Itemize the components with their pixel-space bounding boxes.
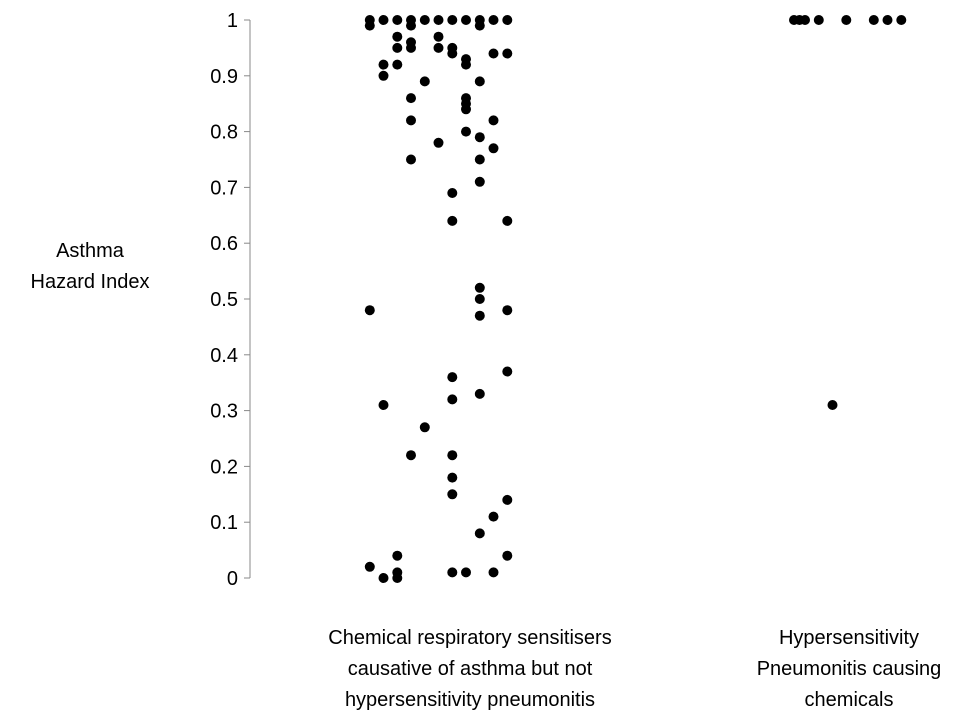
data-point xyxy=(378,59,389,70)
data-point xyxy=(433,31,444,42)
data-point xyxy=(392,15,403,25)
x-category-label-line: causative of asthma but not xyxy=(348,658,593,680)
data-points xyxy=(364,15,907,583)
data-point xyxy=(868,15,879,25)
data-point xyxy=(378,15,389,25)
data-point xyxy=(502,366,513,377)
data-point xyxy=(392,42,403,53)
data-point xyxy=(419,422,430,433)
data-point xyxy=(433,15,444,25)
data-point xyxy=(406,20,416,31)
data-point xyxy=(882,15,893,25)
data-point xyxy=(488,48,499,59)
data-point xyxy=(392,59,403,70)
x-category-label-line: Hypersensitivity xyxy=(779,627,919,649)
data-point xyxy=(502,550,513,561)
data-point xyxy=(488,511,499,522)
y-tick-label: 0 xyxy=(227,568,238,590)
data-point xyxy=(461,567,471,578)
y-axis-title-line: Asthma xyxy=(56,240,125,262)
data-point xyxy=(800,15,810,25)
data-point xyxy=(447,450,458,461)
y-axis: 0 0.1 0.2 0.3 0.4 0.5 0.6 0.7 0.8 0.9 1 xyxy=(210,10,251,590)
data-point xyxy=(488,115,499,126)
data-point xyxy=(474,528,485,539)
data-point xyxy=(474,132,485,143)
x-category-label-line: Pneumonitis causing xyxy=(757,658,942,680)
data-point xyxy=(474,294,485,304)
data-point xyxy=(474,176,485,187)
data-point xyxy=(896,15,907,25)
data-point xyxy=(433,42,444,53)
data-point xyxy=(488,143,499,154)
data-point xyxy=(392,550,403,561)
y-tick-label: 0.8 xyxy=(210,122,238,144)
data-point xyxy=(447,472,458,483)
data-point xyxy=(461,15,471,25)
data-point xyxy=(827,400,838,410)
y-axis-label: Asthma Hazard Index xyxy=(31,240,150,293)
data-point xyxy=(378,573,389,583)
data-point xyxy=(502,15,513,25)
data-point xyxy=(474,310,485,321)
x-category-label-line: chemicals xyxy=(805,689,894,711)
data-point xyxy=(461,59,471,70)
data-point xyxy=(447,372,458,383)
y-tick-label: 0.5 xyxy=(210,289,238,311)
data-point xyxy=(364,561,375,572)
data-point xyxy=(502,305,513,316)
data-point xyxy=(419,15,430,25)
data-point xyxy=(447,394,458,405)
data-point xyxy=(406,450,416,461)
data-point xyxy=(364,305,375,316)
data-point xyxy=(392,31,403,42)
data-point xyxy=(406,115,416,126)
data-point xyxy=(433,137,444,148)
y-tick-label: 0.4 xyxy=(210,345,238,367)
data-point xyxy=(813,15,824,25)
data-point xyxy=(488,15,499,25)
x-category-label-line: hypersensitivity pneumonitis xyxy=(345,689,595,711)
data-point xyxy=(392,573,403,583)
data-point xyxy=(502,48,513,59)
y-tick-label: 0.7 xyxy=(210,177,238,199)
data-point xyxy=(447,188,458,198)
y-tick-label: 1 xyxy=(227,10,238,32)
data-point xyxy=(488,567,499,578)
y-tick-label: 0.1 xyxy=(210,512,238,534)
data-point xyxy=(406,42,416,53)
data-point xyxy=(841,15,852,25)
data-point xyxy=(364,20,375,31)
y-tick-label: 0.3 xyxy=(210,401,238,423)
y-tick-label: 0.2 xyxy=(210,456,238,478)
data-point xyxy=(378,70,389,81)
data-point xyxy=(419,76,430,87)
data-point xyxy=(502,215,513,226)
data-point xyxy=(406,154,416,165)
data-point xyxy=(447,215,458,226)
data-point xyxy=(447,567,458,578)
data-point xyxy=(461,126,471,137)
x-category-label-line: Chemical respiratory sensitisers xyxy=(328,627,611,649)
data-point xyxy=(447,15,458,25)
data-point xyxy=(447,489,458,500)
data-point xyxy=(474,388,485,399)
data-point xyxy=(447,48,458,59)
data-point xyxy=(502,494,513,505)
data-point xyxy=(474,282,485,293)
y-tick-label: 0.6 xyxy=(210,233,238,255)
x-category-labels: Chemical respiratory sensitisers causativ… xyxy=(328,627,941,711)
y-tick-label: 0.9 xyxy=(210,66,238,88)
y-axis-title-line: Hazard Index xyxy=(31,271,150,293)
data-point xyxy=(461,104,471,115)
data-point xyxy=(474,76,485,87)
data-point xyxy=(406,93,416,104)
data-point xyxy=(474,20,485,31)
data-point xyxy=(474,154,485,165)
data-point xyxy=(378,400,389,410)
